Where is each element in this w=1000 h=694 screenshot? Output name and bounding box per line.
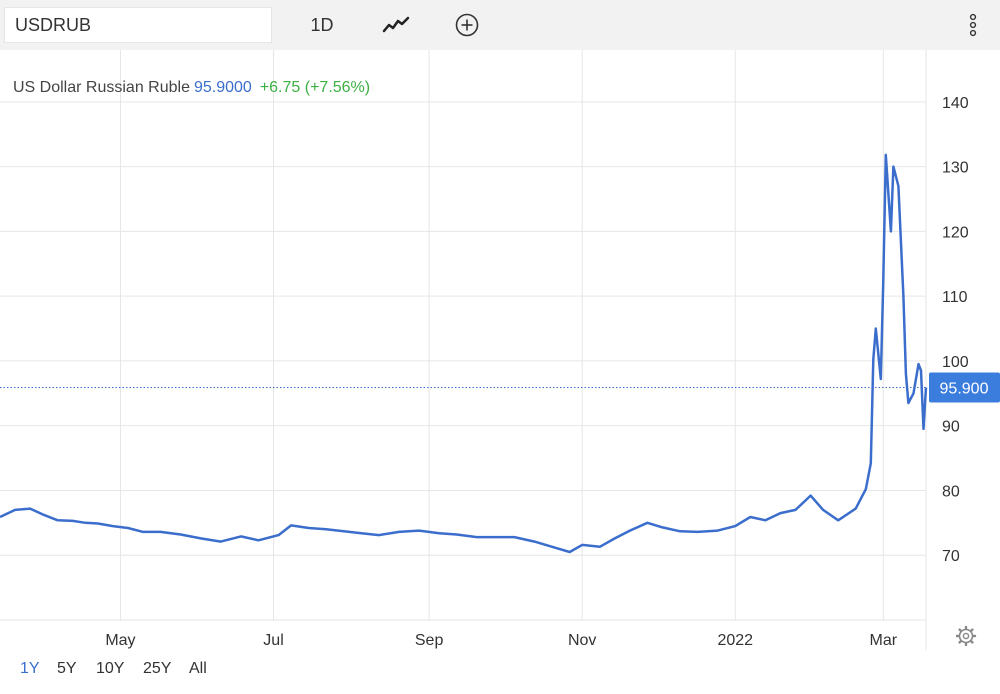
range-5y-button[interactable]: 5Y — [57, 660, 77, 677]
gear-icon[interactable] — [955, 625, 977, 647]
last-price-tag: 95.900 — [929, 372, 1000, 403]
y-tick-label: 90 — [942, 419, 960, 436]
range-1y-button[interactable]: 1Y — [20, 660, 40, 677]
range-all-button[interactable]: All — [189, 660, 207, 677]
y-tick-label: 140 — [942, 95, 969, 112]
x-tick-label: May — [105, 632, 135, 649]
x-tick-label: 2022 — [717, 632, 753, 649]
x-tick-label: Mar — [870, 632, 898, 649]
y-tick-label: 110 — [942, 289, 968, 306]
range-10y-button[interactable]: 10Y — [96, 660, 125, 677]
series-line-usdrub — [0, 153, 928, 554]
y-tick-label: 70 — [942, 548, 960, 565]
x-axis-labels: May Jul Sep Nov 2022 Mar — [105, 632, 897, 649]
horizontal-gridlines — [0, 101, 926, 556]
x-tick-label: Nov — [568, 632, 596, 649]
y-tick-label: 100 — [942, 354, 969, 371]
more-options-button[interactable] — [960, 10, 986, 40]
x-tick-label: Sep — [415, 632, 444, 649]
vertical-gridlines — [119, 50, 884, 620]
legend-price: 95.9000 — [193, 79, 252, 96]
chart-legend: US Dollar Russian Ruble 95.9000 +6.75 (+7.… — [13, 79, 370, 97]
y-axis-labels: 70 80 90 100 110 120 130 140 — [942, 95, 969, 565]
last-price-label: 95.900 — [940, 380, 989, 397]
y-tick-label: 80 — [942, 483, 960, 500]
legend-change: +6.75 (+7.56%) — [259, 79, 371, 96]
x-tick-label: Jul — [263, 632, 283, 649]
legend-instrument-name: US Dollar Russian Ruble — [13, 79, 190, 96]
vertical-dots-icon — [969, 13, 977, 37]
y-tick-label: 120 — [942, 224, 969, 241]
line-chart-icon — [382, 16, 410, 33]
chart-type-button[interactable] — [378, 10, 414, 40]
interval-button[interactable]: 1D — [310, 15, 334, 35]
y-tick-label: 130 — [942, 160, 969, 177]
range-25y-button[interactable]: 25Y — [143, 660, 172, 677]
symbol-search-input[interactable] — [4, 7, 272, 43]
toolbar: 1D — [0, 0, 1000, 50]
add-comparison-button[interactable] — [452, 10, 482, 40]
plus-circle-icon — [455, 13, 479, 37]
